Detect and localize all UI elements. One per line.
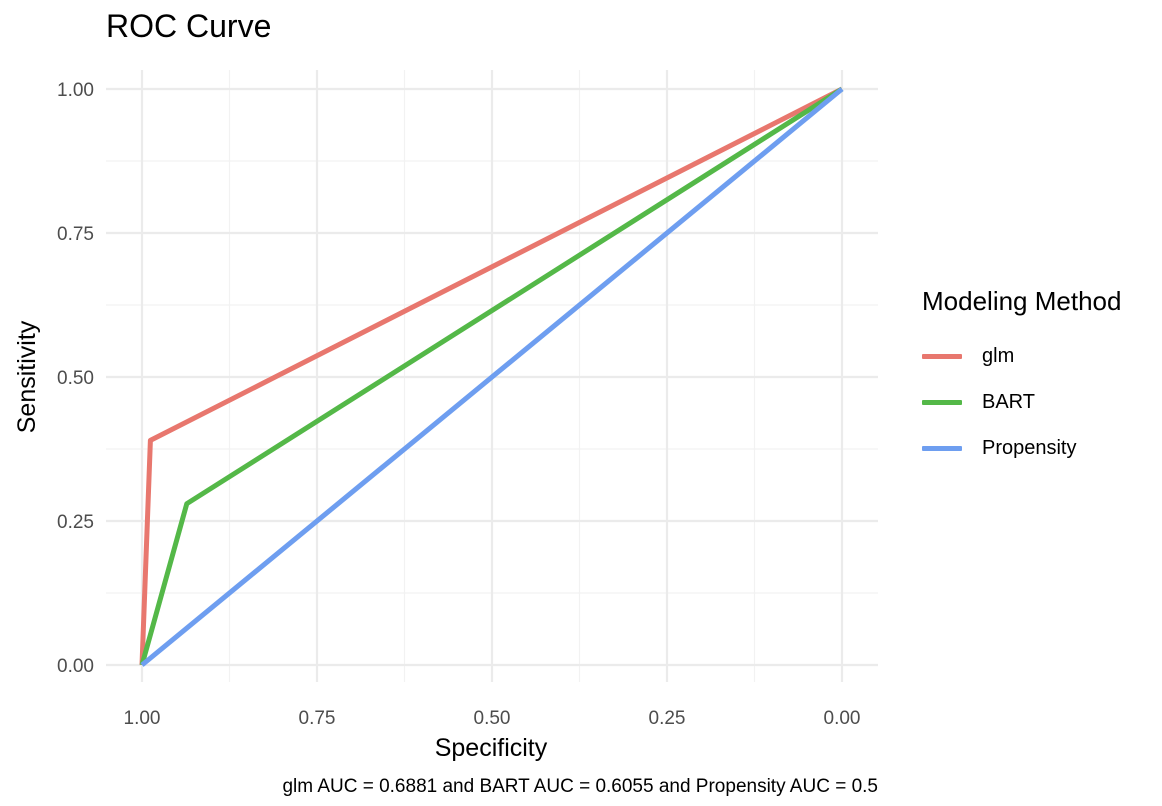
y-tick-label: 0.75 bbox=[57, 224, 94, 245]
chart-title: ROC Curve bbox=[106, 8, 272, 44]
legend-label-glm: glm bbox=[982, 344, 1015, 367]
legend-title: Modeling Method bbox=[922, 286, 1122, 316]
legend: Modeling Method glm BART Propensity bbox=[922, 285, 1121, 471]
series-lines bbox=[139, 86, 844, 667]
x-tick-labels: 1.00 0.75 0.50 0.25 0.00 bbox=[124, 708, 861, 729]
legend-key-glm bbox=[922, 353, 962, 359]
y-tick-label: 1.00 bbox=[57, 80, 94, 101]
legend-item-glm: glm bbox=[922, 333, 1121, 379]
x-tick-label: 0.00 bbox=[824, 708, 861, 729]
x-tick-label: 0.25 bbox=[649, 708, 686, 729]
series-line-propensity bbox=[140, 87, 844, 667]
y-tick-label: 0.50 bbox=[57, 368, 94, 389]
auc-caption: glm AUC = 0.6881 and BART AUC = 0.6055 a… bbox=[282, 776, 878, 797]
y-tick-labels: 0.00 0.25 0.50 0.75 1.00 bbox=[57, 80, 94, 677]
y-tick-label: 0.00 bbox=[57, 656, 94, 677]
series-line-glm bbox=[139, 86, 844, 666]
x-tick-label: 0.50 bbox=[474, 708, 511, 729]
legend-label-propensity: Propensity bbox=[982, 436, 1077, 459]
y-tick-label: 0.25 bbox=[57, 512, 94, 533]
x-axis-title: Specificity bbox=[435, 734, 548, 762]
y-axis-title: Sensitivity bbox=[13, 320, 41, 433]
legend-item-bart: BART bbox=[922, 379, 1121, 425]
legend-label-bart: BART bbox=[982, 390, 1035, 413]
legend-item-propensity: Propensity bbox=[922, 425, 1121, 471]
legend-key-propensity bbox=[922, 445, 962, 451]
series-line-bart bbox=[139, 86, 844, 666]
legend-key-bart bbox=[922, 399, 962, 405]
x-tick-label: 0.75 bbox=[299, 708, 336, 729]
x-tick-label: 1.00 bbox=[124, 708, 161, 729]
